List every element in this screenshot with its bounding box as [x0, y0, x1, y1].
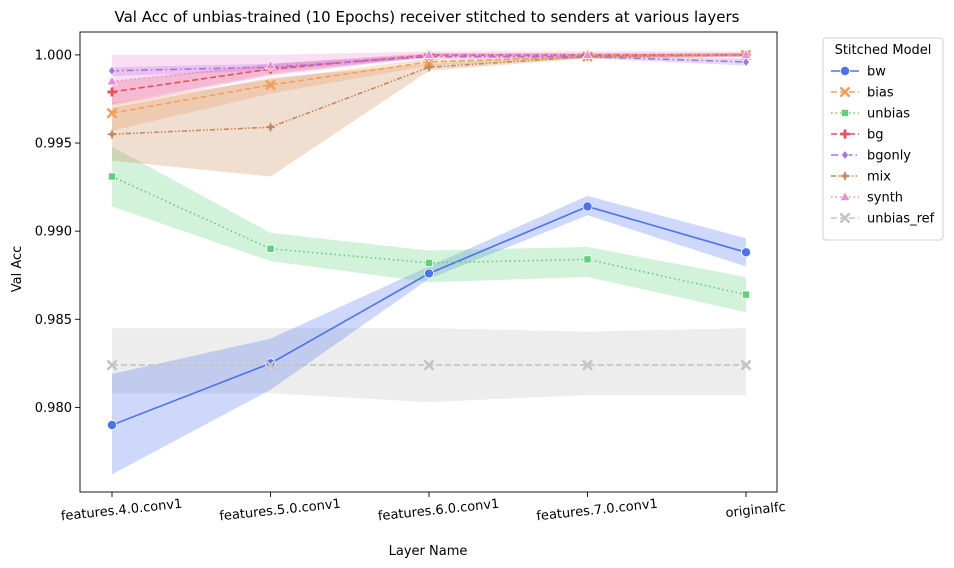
point-unbias-ref-0 [106, 360, 118, 371]
point-synth-1 [264, 59, 277, 70]
legend-marker-bgonly [840, 149, 850, 161]
legend-label-synth: synth [867, 191, 903, 206]
line-bgonly [111, 55, 747, 72]
point-bias-1 [265, 79, 276, 90]
point-unbias-2 [424, 258, 433, 267]
point-unbias-0 [108, 172, 117, 181]
legend-marker-synth [839, 190, 851, 202]
legend-marker-unbias-ref [839, 212, 851, 224]
x-axis: features.4.0.conv1 features.5.0.conv1 feat… [60, 492, 786, 524]
x-axis-label: Layer Name [389, 544, 468, 559]
point-unbias-4 [742, 290, 751, 299]
legend-label-bias: bias [867, 86, 894, 101]
legend-marker-unbias [841, 109, 850, 118]
point-unbias-3 [583, 255, 592, 264]
point-bw-0 [107, 420, 118, 431]
legend-box [822, 37, 944, 241]
legend-label-mix: mix [867, 170, 891, 185]
y-axis: 0.980 0.985 0.990 0.995 1.000 [35, 48, 80, 416]
y-tick-label: 0.980 [35, 401, 72, 416]
x-tick-label: features.7.0.conv1 [536, 497, 659, 525]
point-unbias-ref-3 [582, 360, 593, 371]
legend-marker-bw [840, 66, 851, 77]
point-mix-0 [106, 128, 118, 140]
point-bias-0 [106, 107, 118, 119]
legend-marker-bias [839, 86, 851, 98]
point-synth-2 [423, 48, 435, 59]
y-tick-label: 0.995 [35, 137, 72, 152]
legend: Stitched Model bw bias unbias bg bgonly mix syn… [822, 37, 944, 241]
legend-marker-mix [839, 170, 851, 182]
point-unbias-ref-4 [740, 360, 752, 371]
plot-frame [79, 31, 778, 493]
x-tick-label: features.5.0.conv1 [219, 497, 342, 525]
legend-label-bg: bg [867, 128, 884, 143]
point-bw-2 [423, 268, 434, 279]
point-bgonly-0 [107, 65, 117, 76]
y-axis-label: Val Acc [10, 246, 25, 293]
point-bg-0 [107, 87, 117, 97]
y-tick-label: 0.990 [35, 225, 72, 240]
legend-title: Stitched Model [835, 43, 932, 58]
point-bw-4 [741, 247, 752, 258]
x-tick-label: originalfc [725, 500, 787, 521]
point-bgonly-4 [741, 56, 751, 68]
band-unbias [112, 146, 746, 313]
legend-label-bw: bw [867, 65, 886, 80]
x-tick-label: features.4.0.conv1 [60, 497, 183, 525]
point-mix-1 [265, 121, 276, 133]
line-mix [111, 54, 747, 136]
legend-label-unbias-ref: unbias_ref [867, 212, 935, 227]
point-unbias-1 [266, 244, 275, 253]
point-mix-2 [423, 61, 435, 73]
point-synth-3 [581, 48, 594, 59]
chart-title: Val Acc of unbias-trained (10 Epochs) re… [115, 8, 740, 26]
y-tick-label: 0.985 [35, 313, 72, 328]
x-tick-label: features.6.0.conv1 [377, 497, 500, 525]
legend-label-unbias: unbias [867, 107, 910, 122]
series-markers [106, 48, 752, 431]
legend-marker-bg [840, 129, 850, 139]
band-bw [112, 195, 746, 475]
point-bw-3 [582, 201, 593, 212]
point-unbias-ref-1 [265, 360, 276, 371]
legend-label-bgonly: bgonly [867, 149, 911, 164]
point-synth-4 [740, 48, 752, 59]
y-tick-label: 1.000 [35, 48, 72, 63]
point-unbias-ref-2 [423, 360, 435, 371]
point-synth-0 [106, 75, 118, 86]
band-bias [112, 53, 746, 131]
